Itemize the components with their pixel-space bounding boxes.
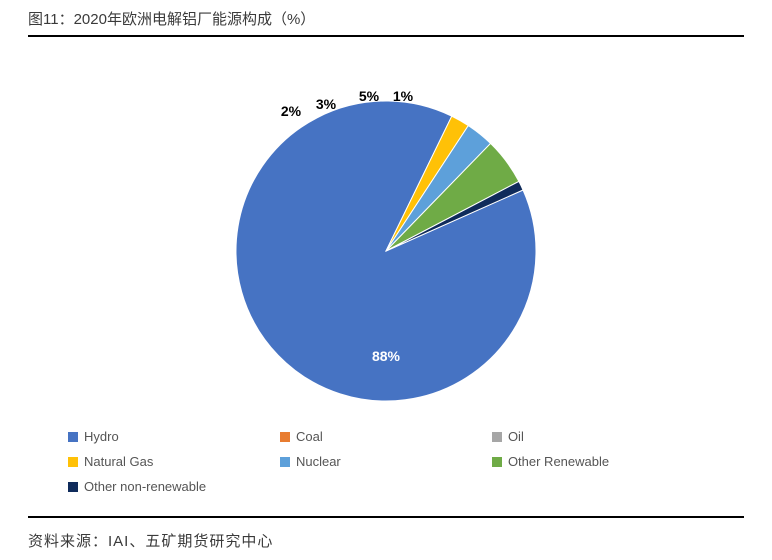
source-bar: 资料来源：IAI、五矿期货研究中心 [28,516,744,551]
legend-swatch [280,432,290,442]
legend-item: Coal [280,429,492,444]
slice-label: 2% [281,103,302,119]
legend-item: Other Renewable [492,454,704,469]
legend-item: Other non-renewable [68,479,280,494]
legend-swatch [68,482,78,492]
legend-label: Nuclear [296,454,341,469]
legend-label: Coal [296,429,323,444]
legend-swatch [280,457,290,467]
legend-item: Oil [492,429,704,444]
legend-swatch [68,432,78,442]
legend-label: Other Renewable [508,454,609,469]
legend: Hydro Coal Oil Natural Gas Nuclear Other Rene… [28,429,744,510]
legend-item: Natural Gas [68,454,280,469]
source-text: 资料来源：IAI、五矿期货研究中心 [28,530,744,551]
legend-label: Other non-renewable [84,479,206,494]
chart-area: 88% 2% 3% 5% 1% [28,41,744,429]
slice-label: 3% [316,96,337,112]
legend-swatch [68,457,78,467]
slice-label: 88% [372,348,401,364]
legend-item: Hydro [68,429,280,444]
legend-label: Hydro [84,429,119,444]
legend-item: Nuclear [280,454,492,469]
legend-label: Natural Gas [84,454,153,469]
legend-label: Oil [508,429,524,444]
legend-swatch [492,432,502,442]
title-bar: 图11：2020年欧洲电解铝厂能源构成（%） [28,8,744,37]
pie-chart: 88% 2% 3% 5% 1% [176,61,596,421]
slice-label: 1% [393,88,414,104]
slice-label: 5% [359,88,380,104]
legend-swatch [492,457,502,467]
chart-title: 图11：2020年欧洲电解铝厂能源构成（%） [28,8,744,29]
